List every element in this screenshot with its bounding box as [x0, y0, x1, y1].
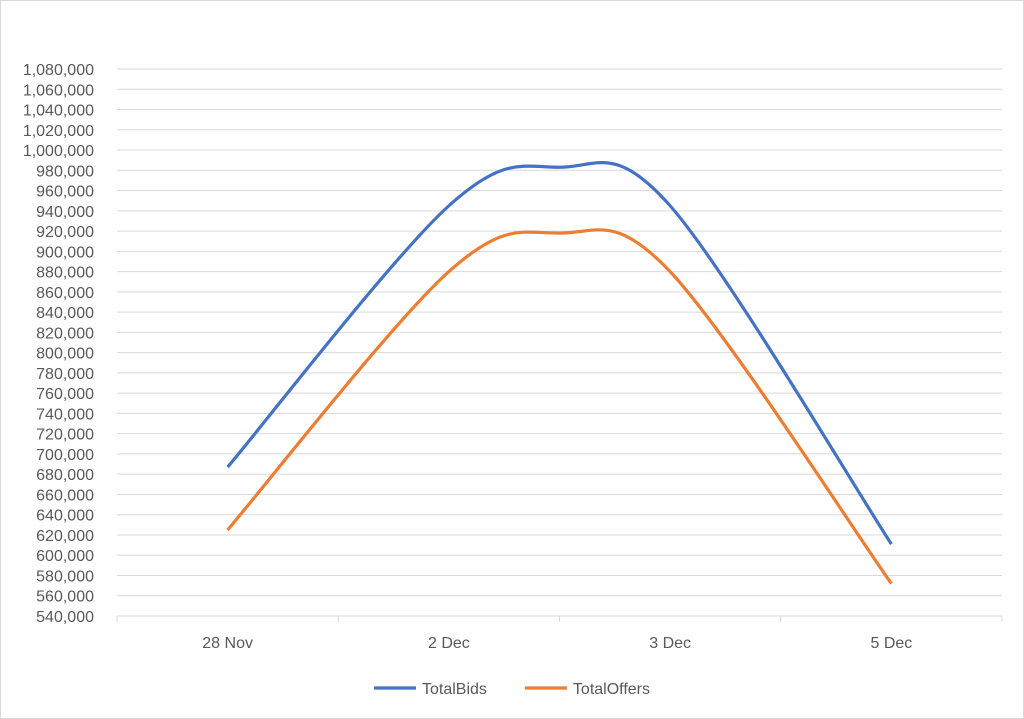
y-tick-label: 1,040,000 [23, 103, 94, 120]
y-axis-tick-labels: 540,000 560,000 580,000 600,000 620,000 640,0… [23, 62, 94, 626]
series-line-totaloffers [226, 228, 893, 585]
x-tick-label: 3 Dec [649, 635, 691, 652]
x-tick-label: 28 Nov [202, 635, 253, 652]
y-tick-label: 820,000 [36, 325, 94, 342]
y-tick-label: 600,000 [36, 548, 94, 565]
legend: TotalBids TotalOffers [374, 681, 650, 698]
y-tick-label: 680,000 [36, 467, 94, 484]
y-tick-label: 900,000 [36, 244, 94, 261]
legend-label: TotalBids [422, 681, 487, 698]
y-tick-label: 540,000 [36, 609, 94, 626]
x-axis-tick-labels: 28 Nov 2 Dec 3 Dec 5 Dec [202, 635, 912, 652]
legend-item-totaloffers: TotalOffers [524, 681, 650, 698]
y-tick-label: 880,000 [36, 265, 94, 282]
y-tick-label: 580,000 [36, 568, 94, 585]
y-tick-label: 720,000 [36, 427, 94, 444]
y-tick-label: 920,000 [36, 224, 94, 241]
y-tick-label: 1,060,000 [23, 82, 94, 99]
y-tick-label: 740,000 [36, 406, 94, 423]
y-tick-label: 620,000 [36, 528, 94, 545]
legend-item-totalbids: TotalBids [374, 681, 487, 698]
y-tick-label: 840,000 [36, 305, 94, 322]
series-line-totalbids [226, 161, 893, 545]
y-tick-label: 940,000 [36, 204, 94, 221]
y-tick-label: 1,080,000 [23, 62, 94, 79]
y-tick-label: 700,000 [36, 447, 94, 464]
y-tick-label: 1,020,000 [23, 123, 94, 140]
y-tick-label: 980,000 [36, 163, 94, 180]
x-tick-label: 2 Dec [428, 635, 470, 652]
y-tick-label: 760,000 [36, 386, 94, 403]
y-tick-label: 780,000 [36, 366, 94, 383]
y-tick-label: 860,000 [36, 285, 94, 302]
y-tick-label: 1,000,000 [23, 143, 94, 160]
x-tick-label: 5 Dec [870, 635, 912, 652]
y-tick-label: 560,000 [36, 589, 94, 606]
y-tick-label: 800,000 [36, 346, 94, 363]
gridlines [117, 68, 1002, 597]
y-tick-label: 960,000 [36, 184, 94, 201]
legend-label: TotalOffers [573, 681, 650, 698]
y-tick-label: 660,000 [36, 487, 94, 504]
series-lines [226, 161, 893, 585]
x-axis [116, 615, 1003, 622]
y-tick-label: 640,000 [36, 508, 94, 525]
